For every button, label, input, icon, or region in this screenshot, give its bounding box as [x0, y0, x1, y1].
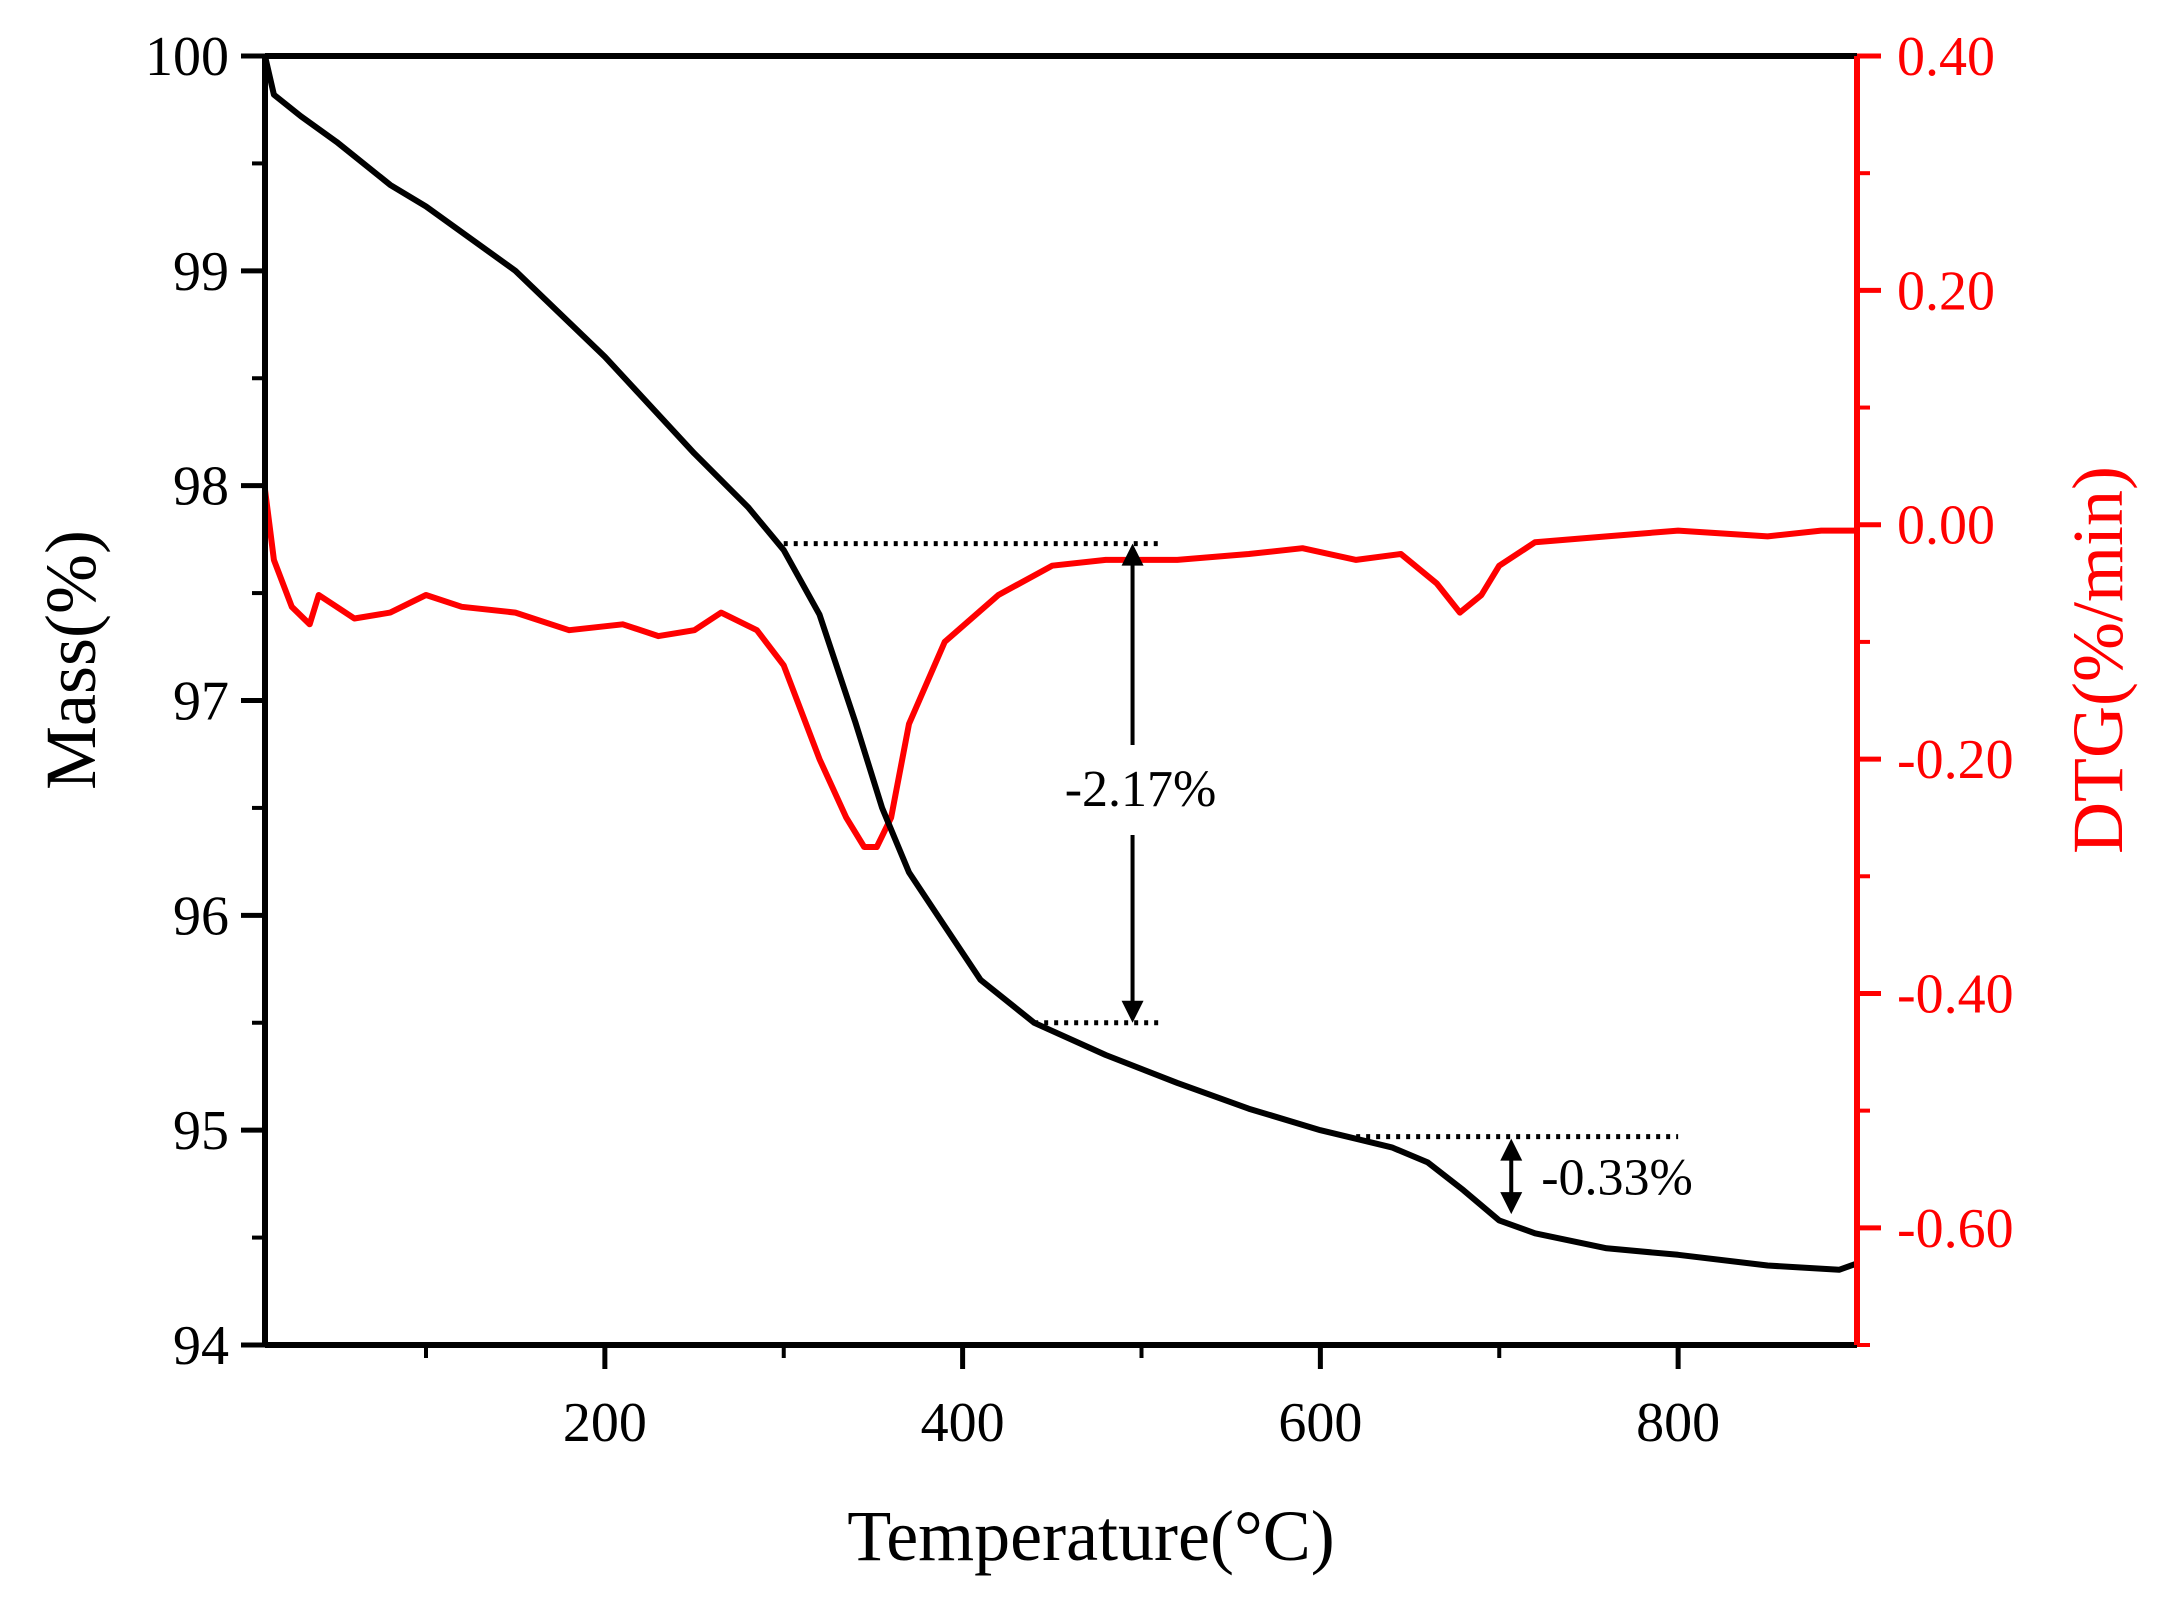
x-axis-title: Temperature(°C): [847, 1496, 1335, 1576]
y-right-tick-label: -0.20: [1897, 729, 2014, 791]
arrow-head-up-2: [1500, 1138, 1523, 1161]
plot-frame: [262, 53, 1860, 1348]
mass-loss-label-1: -2.17%: [1065, 761, 1217, 818]
y-left-tick-label: 95: [173, 1100, 229, 1162]
y-left-tick-label: 98: [173, 456, 229, 518]
y-right-tick-label: 0.00: [1897, 495, 1995, 557]
y-right-axis-title: DTG(%/min): [2058, 466, 2138, 854]
dtg-series-line: [262, 489, 1857, 850]
y-right-tick-label: 0.20: [1897, 260, 1995, 322]
mass-series-line: [262, 55, 1859, 1273]
y-right-tick-label: -0.60: [1897, 1198, 2014, 1260]
x-tick-label: 600: [1278, 1392, 1362, 1454]
y-right-tick-label: -0.40: [1897, 963, 2014, 1025]
y-left-tick-label: 100: [145, 26, 229, 88]
annotation-layer: -2.17% -0.33%: [783, 541, 1693, 1215]
y-left-tick-label: 96: [173, 885, 229, 947]
x-tick-label: 800: [1636, 1392, 1720, 1454]
y-left-tick-label: 99: [173, 241, 229, 303]
arrow-head-up-1: [1121, 543, 1144, 566]
y-left-axis-title: Mass(%): [31, 530, 111, 790]
tick-labels-layer: 200 400 600 800 94 95 96 97 98 99 100 0.40 0.20 0.00 -…: [145, 26, 2014, 1454]
y-left-tick-label: 97: [173, 671, 229, 733]
arrow-head-down-2: [1500, 1192, 1523, 1215]
arrow-head-down-1: [1121, 1000, 1144, 1023]
x-tick-label: 200: [563, 1392, 647, 1454]
mass-loss-label-2: -0.33%: [1541, 1149, 1693, 1206]
y-left-tick-label: 94: [173, 1315, 229, 1377]
x-tick-label: 400: [921, 1392, 1005, 1454]
y-right-tick-label: 0.40: [1897, 26, 1995, 88]
